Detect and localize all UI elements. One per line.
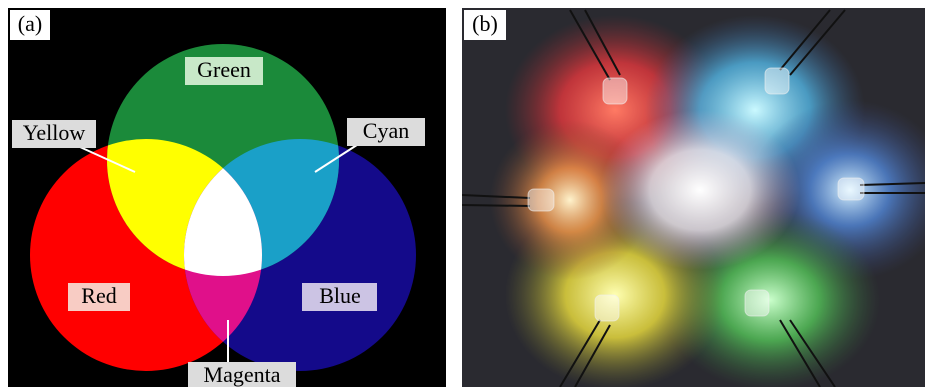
label-red: Red — [81, 283, 116, 308]
label-cyan: Cyan — [363, 118, 409, 143]
panel-tag: (b) — [472, 11, 498, 36]
panel-tag: (a) — [18, 11, 42, 36]
figure: (a) Green Yellow Cyan Red Blue Magenta — [0, 0, 925, 387]
label-green: Green — [197, 57, 251, 82]
label-yellow: Yellow — [23, 120, 86, 145]
panel-b: (b) — [462, 8, 925, 387]
label-blue: Blue — [319, 283, 361, 308]
panel-a: (a) Green Yellow Cyan Red Blue Magenta — [8, 8, 446, 387]
label-magenta: Magenta — [204, 362, 281, 387]
white-glow — [600, 110, 800, 270]
